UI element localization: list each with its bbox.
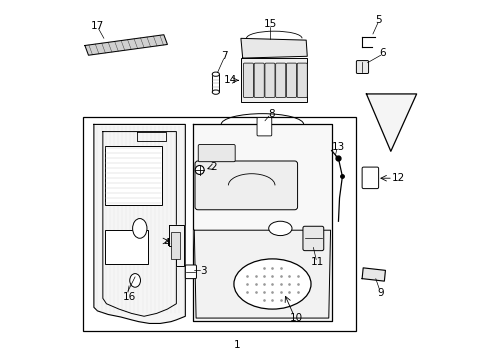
Text: 6: 6 bbox=[379, 48, 385, 58]
Text: 2: 2 bbox=[210, 162, 217, 172]
Text: 3: 3 bbox=[200, 266, 206, 276]
FancyBboxPatch shape bbox=[195, 161, 297, 210]
FancyBboxPatch shape bbox=[275, 63, 285, 98]
Text: 4: 4 bbox=[163, 238, 169, 248]
FancyBboxPatch shape bbox=[264, 63, 274, 98]
Text: 7: 7 bbox=[221, 51, 227, 61]
Polygon shape bbox=[192, 125, 332, 320]
Ellipse shape bbox=[195, 166, 203, 175]
Text: 12: 12 bbox=[390, 173, 404, 183]
Bar bbox=[241, 58, 306, 102]
FancyBboxPatch shape bbox=[254, 63, 264, 98]
Polygon shape bbox=[366, 94, 416, 151]
Bar bbox=[212, 74, 219, 92]
FancyBboxPatch shape bbox=[286, 63, 296, 98]
FancyBboxPatch shape bbox=[303, 226, 323, 251]
Text: 8: 8 bbox=[267, 109, 274, 119]
Polygon shape bbox=[241, 39, 306, 58]
Text: 16: 16 bbox=[122, 292, 135, 302]
FancyBboxPatch shape bbox=[297, 63, 306, 98]
Text: 15: 15 bbox=[263, 19, 276, 29]
Text: 10: 10 bbox=[289, 313, 303, 323]
FancyBboxPatch shape bbox=[362, 167, 378, 189]
FancyBboxPatch shape bbox=[356, 60, 368, 73]
Text: 14: 14 bbox=[224, 75, 237, 85]
Ellipse shape bbox=[233, 259, 310, 309]
Text: 9: 9 bbox=[377, 288, 383, 298]
Text: 17: 17 bbox=[91, 21, 104, 31]
Text: 5: 5 bbox=[375, 15, 382, 26]
FancyBboxPatch shape bbox=[257, 118, 271, 136]
Bar bbox=[171, 232, 180, 259]
Text: 11: 11 bbox=[310, 257, 323, 267]
Polygon shape bbox=[94, 125, 185, 323]
Polygon shape bbox=[85, 35, 167, 55]
Bar bbox=[104, 230, 147, 264]
FancyBboxPatch shape bbox=[243, 63, 253, 98]
Ellipse shape bbox=[129, 274, 140, 287]
FancyBboxPatch shape bbox=[198, 144, 235, 162]
Ellipse shape bbox=[268, 221, 291, 235]
Bar bbox=[83, 117, 355, 330]
Polygon shape bbox=[194, 230, 330, 318]
Text: 1: 1 bbox=[234, 340, 240, 350]
FancyBboxPatch shape bbox=[185, 265, 196, 279]
Bar bbox=[104, 146, 162, 205]
Text: 13: 13 bbox=[331, 142, 345, 152]
Polygon shape bbox=[362, 268, 385, 281]
Ellipse shape bbox=[132, 219, 147, 238]
Polygon shape bbox=[169, 225, 183, 266]
Ellipse shape bbox=[212, 72, 219, 76]
Ellipse shape bbox=[212, 90, 219, 94]
